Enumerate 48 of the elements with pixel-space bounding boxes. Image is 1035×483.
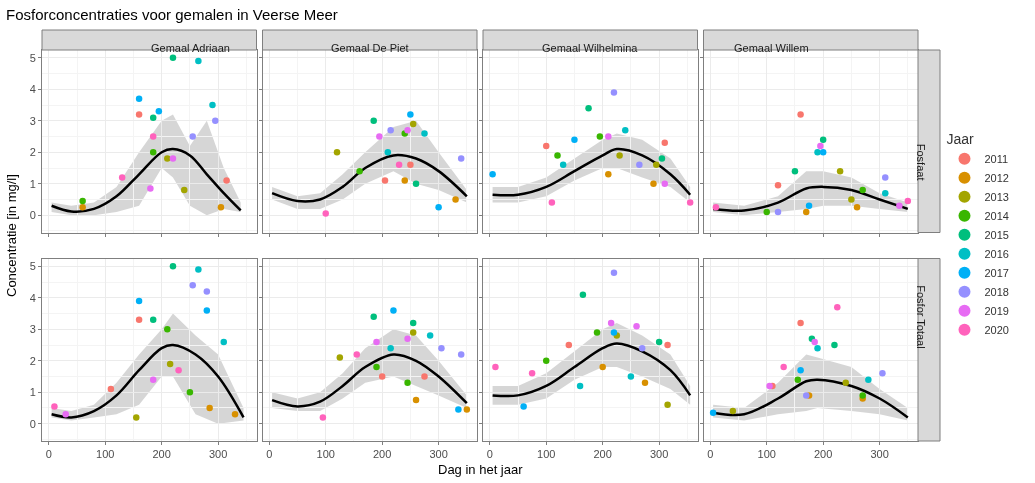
x-tick-label: 100	[537, 448, 556, 461]
y-tick-label: 5	[29, 260, 36, 273]
legend-label: 2013	[984, 190, 1009, 203]
chart-title: Gemaal Wilhelmina	[542, 42, 639, 54]
legend-label: 2020	[984, 323, 1009, 336]
chart-title: Gemaal Willem	[734, 42, 809, 54]
x-tick-label: 100	[316, 448, 335, 461]
y-axis-title: Concentratie [in mg/l]	[4, 174, 19, 297]
x-tick-label: 300	[870, 448, 889, 461]
y-tick-label: 4	[29, 83, 36, 96]
legend-title: Jaar	[946, 131, 975, 148]
legend-label: 2014	[984, 209, 1009, 222]
legend-label: 2018	[984, 285, 1009, 298]
y-tick-label: 0	[29, 417, 36, 430]
x-tick-label: 300	[429, 448, 448, 461]
legend-label: 2017	[984, 266, 1009, 279]
y-tick-label: 3	[29, 323, 36, 336]
x-tick-label: 100	[757, 448, 776, 461]
chart-title: Gemaal Adriaan	[151, 42, 230, 54]
x-tick-label: 300	[649, 448, 669, 461]
x-tick-label: 200	[593, 448, 612, 461]
y-tick-label: 0	[29, 209, 36, 222]
x-tick-label: 0	[266, 448, 273, 461]
legend-label: 2012	[984, 171, 1009, 184]
y-tick-label: 2	[29, 354, 36, 367]
x-tick-label: 200	[152, 448, 171, 461]
x-tick-label: 200	[372, 448, 392, 461]
legend-label: 2015	[984, 228, 1009, 241]
y-tick-label: 1	[29, 177, 36, 190]
y-tick-label: 4	[29, 291, 36, 304]
annotation: Fosfor Totaal	[915, 285, 928, 349]
x-tick-label: 100	[96, 448, 115, 461]
y-tick-label: 3	[29, 114, 36, 127]
legend-label: 2019	[984, 304, 1009, 317]
x-tick-label: 0	[486, 448, 493, 461]
y-tick-label: 2	[29, 146, 36, 159]
chart-title: Gemaal De Piet	[331, 42, 409, 54]
text: Fosforconcentraties voor gemalen in Veerse Meer	[6, 6, 338, 23]
x-tick-label: 0	[45, 448, 52, 461]
x-tick-label: 300	[208, 448, 228, 461]
legend-label: 2016	[984, 247, 1009, 260]
x-axis-title: Dag in het jaar	[438, 462, 524, 477]
legend-label: 2011	[984, 152, 1009, 165]
x-tick-label: 0	[707, 448, 714, 461]
annotation: Fosfaat	[914, 143, 927, 181]
x-tick-label: 200	[813, 448, 833, 461]
y-tick-label: 5	[29, 51, 36, 64]
y-tick-label: 1	[29, 386, 36, 399]
